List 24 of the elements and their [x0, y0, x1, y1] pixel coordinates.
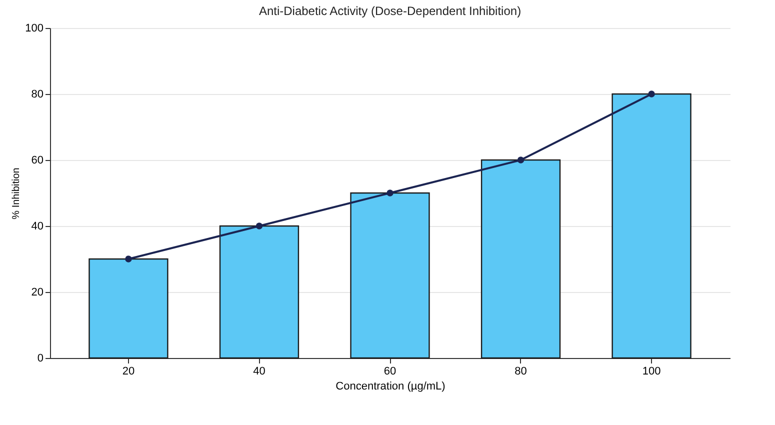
x-tick-label: 80	[514, 366, 527, 378]
bar	[480, 159, 561, 359]
y-tick-label: 0	[37, 352, 44, 364]
y-tick-label: 100	[25, 22, 44, 34]
y-tick-label: 20	[31, 286, 44, 298]
x-tick-label: 60	[384, 366, 396, 378]
point	[386, 190, 394, 196]
point	[517, 156, 524, 164]
point	[256, 222, 263, 230]
x-axis-title: Concentration (µg/mL)	[336, 380, 446, 392]
point	[125, 256, 132, 262]
x-tick-label: 20	[122, 366, 135, 378]
y-tick-label: 80	[31, 88, 44, 100]
y-tick-label: 60	[31, 154, 44, 166]
bar	[219, 225, 300, 359]
bar	[88, 258, 168, 359]
point	[648, 90, 655, 98]
chart-title: Anti-Diabetic Activity (Dose-Dependent Inhibition)	[258, 4, 522, 18]
y-tick-label: 40	[31, 220, 44, 232]
x-tick-label: 40	[253, 366, 266, 378]
x-tick-label: 100	[642, 366, 661, 378]
bar	[612, 93, 692, 359]
y-axis-title: % Inhibition	[11, 168, 22, 220]
bar	[350, 192, 430, 359]
